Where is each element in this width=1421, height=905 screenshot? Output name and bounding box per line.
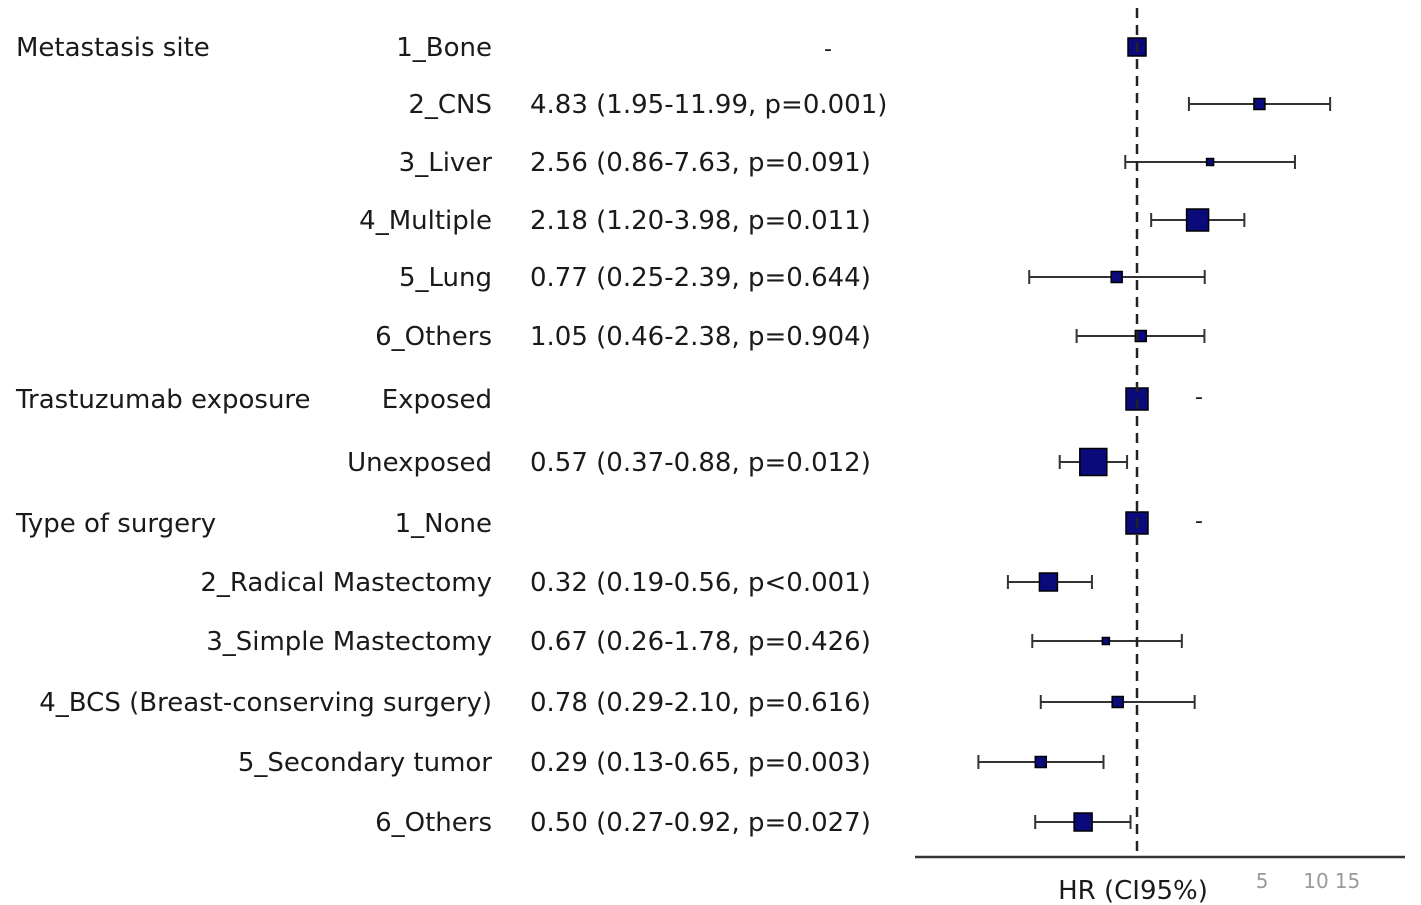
reference-dash: - [1195,385,1203,410]
estimate-label: 0.32 (0.19-0.56, p<0.001) [530,568,871,598]
variable-label: Metastasis site [16,33,210,63]
x-tick-label: 10 [1303,869,1328,893]
x-axis-title: HR (CI95%) [1058,876,1208,905]
estimate-label: 2.18 (1.20-3.98, p=0.011) [530,206,871,236]
level-label: 5_Secondary tumor [238,748,492,778]
estimate-label: - [824,37,832,62]
level-label: 4_Multiple [359,206,492,236]
estimate-label: 4.83 (1.95-11.99, p=0.001) [530,90,887,120]
estimate-label: 0.57 (0.37-0.88, p=0.012) [530,448,871,478]
hr-point-marker [1110,270,1123,284]
level-label: Exposed [382,385,492,415]
reference-dash: - [1195,509,1203,534]
level-label: 1_None [395,509,492,539]
variable-label: Type of surgery [15,509,216,539]
hr-point-marker [1034,755,1048,769]
level-label: 1_Bone [396,33,492,63]
variable-label: Trastuzumab exposure [15,385,311,415]
estimate-label: 1.05 (0.46-2.38, p=0.904) [530,322,871,352]
x-axis: 5 10 15 HR (CI95%) [915,855,1405,905]
hr-point-marker [1038,572,1059,592]
hr-point-marker [1101,636,1111,646]
level-label: 6_Others [375,808,492,838]
estimate-label: 0.29 (0.13-0.65, p=0.003) [530,748,871,778]
estimate-label: 0.67 (0.26-1.78, p=0.426) [530,627,871,657]
level-label: 2_CNS [408,90,492,120]
row-labels: Metastasis site 1_Bone - 2_CNS 4.83 (1.95-11… [15,33,887,838]
hr-point-marker [1185,208,1210,232]
level-label: 5_Lung [399,263,492,293]
estimate-label: 0.50 (0.27-0.92, p=0.027) [530,808,871,838]
hr-point-marker [1205,157,1215,167]
x-tick-label: 15 [1335,869,1360,893]
level-label: 2_Radical Mastectomy [200,568,492,598]
estimate-label: 2.56 (0.86-7.63, p=0.091) [530,148,871,178]
level-label: 3_Simple Mastectomy [206,627,492,657]
plot-area: -- [977,8,1332,858]
x-tick-label: 5 [1256,869,1269,893]
hr-point-marker [1073,812,1093,832]
level-label: 3_Liver [399,148,493,178]
hr-point-marker [1079,447,1108,477]
level-label: 4_BCS (Breast-conserving surgery) [39,688,492,718]
hr-point-marker [1253,97,1266,111]
estimate-label: 0.78 (0.29-2.10, p=0.616) [530,688,871,718]
level-label: 6_Others [375,322,492,352]
level-label: Unexposed [347,448,492,478]
hr-point-marker [1111,695,1124,709]
estimate-label: 0.77 (0.25-2.39, p=0.644) [530,263,871,293]
hr-point-marker [1134,329,1148,343]
